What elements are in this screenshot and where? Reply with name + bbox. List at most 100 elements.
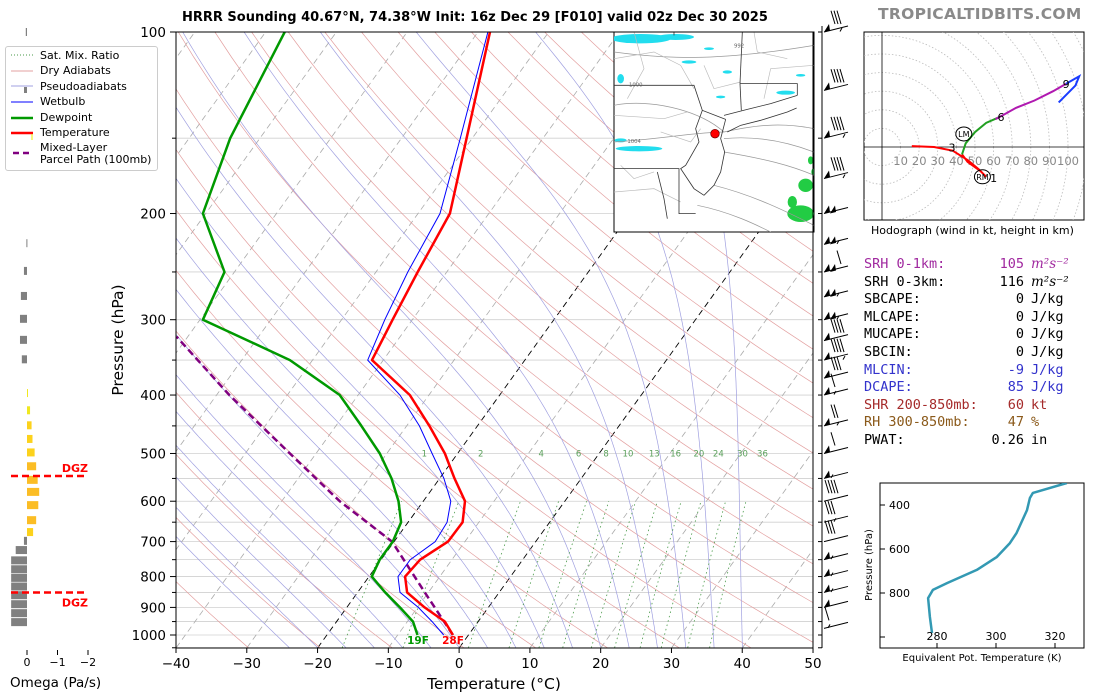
omega-bar: [20, 291, 27, 300]
wind-barb: [823, 479, 849, 502]
pseudoadiabat: [320, 32, 658, 648]
isotherm: [176, 32, 408, 354]
x-tick-label: −10: [374, 656, 403, 672]
parameter-label: SRH 0-3km:: [864, 273, 946, 290]
wind-barb: [823, 116, 849, 139]
omega-bar: [11, 565, 27, 574]
precip-snow-area: [703, 47, 714, 50]
barb-full: [833, 319, 839, 333]
parameter-unit: J/kg: [1031, 326, 1064, 343]
pseudoadiabat: [176, 288, 488, 648]
omega-axis-label: Omega (Pa/s): [10, 675, 101, 691]
legend-label: Wetbulb: [40, 95, 86, 108]
state-border: [614, 168, 696, 215]
wind-barb: [823, 607, 849, 629]
barb-pennant: [824, 352, 830, 361]
barb-full: [833, 356, 839, 371]
y-tick-label: 1000: [132, 628, 166, 644]
legend-label: Sat. Mix. Ratio: [40, 49, 120, 62]
y-tick-label: 600: [140, 494, 166, 510]
storm-motion-marker: [955, 126, 973, 142]
hodograph-ring-label: 60: [986, 154, 1001, 168]
parameter-label: PWAT:: [864, 431, 905, 448]
wind-barb: [823, 356, 849, 379]
parameter-row: SHR 200-850mb: 60 kt: [864, 397, 1094, 415]
barb-full: [836, 157, 842, 171]
x-axis-label: Temperature (°C): [426, 675, 561, 693]
hodograph-ring-label: 70: [1005, 154, 1020, 168]
barb-pennant: [824, 130, 830, 139]
barb-full: [836, 10, 842, 25]
barb-full: [827, 500, 833, 515]
precip-snow-area: [715, 95, 726, 99]
y-tick-label: 900: [140, 600, 166, 616]
precip-snow-area: [681, 60, 697, 64]
county-border: [620, 165, 655, 180]
dry-adiabat: [176, 581, 249, 648]
pseudoadiabat: [176, 476, 347, 648]
barb-full: [833, 157, 839, 171]
county-border: [614, 188, 681, 203]
dgz-label: DGZ: [62, 462, 88, 475]
state-border: [739, 83, 742, 111]
barb-full: [824, 520, 830, 534]
hodograph-frame: [863, 31, 1085, 221]
theta-e-y-tick-label: 800: [889, 587, 910, 600]
dry-adiabat: [176, 330, 536, 648]
pseudoadiabat: [176, 535, 290, 648]
wind-barb: [823, 568, 849, 578]
contour-label: 992: [734, 43, 744, 49]
barb-full: [824, 607, 830, 621]
omega-bar: [19, 314, 27, 323]
omega-panel: DGZ DGZ 0 −1 −2 Omega (Pa/s): [10, 28, 101, 691]
station-marker: [710, 128, 720, 139]
barb-pennant: [824, 288, 830, 297]
barb-pennant: [830, 236, 836, 245]
mixing-ratio-label: 1: [422, 450, 427, 460]
barb-full: [839, 116, 845, 131]
omega-bar: [27, 389, 28, 398]
omega-tick-label: −1: [49, 656, 65, 669]
mixing-ratio-label: 36: [757, 450, 768, 460]
pseudoadiabat: [176, 237, 517, 648]
wind-barb: [823, 404, 849, 427]
parameter-unit: J/kg: [1031, 343, 1064, 360]
barb-full: [839, 156, 845, 171]
county-border: [627, 32, 645, 99]
omega-bar: [11, 609, 27, 618]
pseudoadiabat: [663, 32, 743, 648]
dry-adiabat: [176, 453, 393, 648]
mixing-ratio-line: [614, 501, 658, 648]
legend: Sat. Mix. Ratio Dry Adiabats Pseudoadiab…: [5, 46, 158, 171]
barb-pennant: [824, 263, 830, 272]
barb-pennant: [830, 311, 836, 320]
hodograph-segment-0-3km: [911, 145, 987, 178]
parameter-value: 0: [1015, 343, 1024, 360]
pseudoadiabat: [415, 32, 687, 648]
legend-swatches: [11, 54, 33, 155]
theta-e-plot: 280 300 320 400 600 800 Equivalent Pot. Temper…: [864, 482, 1085, 664]
omega-bar: [23, 536, 27, 545]
storm-motion-marker: [973, 169, 991, 185]
parameter-unit: in: [1031, 431, 1048, 448]
omega-bar: [19, 335, 27, 344]
mixing-ratio-label: 16: [670, 450, 681, 460]
dgz-label: DGZ: [62, 596, 88, 609]
parameter-unit: J/kg: [1031, 308, 1064, 325]
barb-pennant: [824, 205, 830, 214]
pressure-contour: [614, 44, 814, 58]
omega-tick-label: 0: [24, 656, 31, 669]
precip-rain-area: [787, 205, 814, 222]
storm-motion-label: RM: [976, 173, 989, 182]
dry-adiabat: [176, 391, 465, 648]
mixing-ratio-line: [508, 501, 559, 648]
mixing-ratio-line: [538, 501, 587, 648]
pseudoadiabat: [535, 32, 715, 648]
pseudoadiabat: [176, 410, 403, 648]
omega-bar: [25, 28, 27, 36]
parameter-label: SBCAPE:: [864, 291, 921, 308]
parameter-label: SRH 0-1km:: [864, 256, 946, 272]
hodograph-height-label: 6: [998, 111, 1005, 124]
barb-half: [830, 474, 834, 479]
parameter-row: SBCIN: 0 J/kg: [864, 344, 1094, 362]
